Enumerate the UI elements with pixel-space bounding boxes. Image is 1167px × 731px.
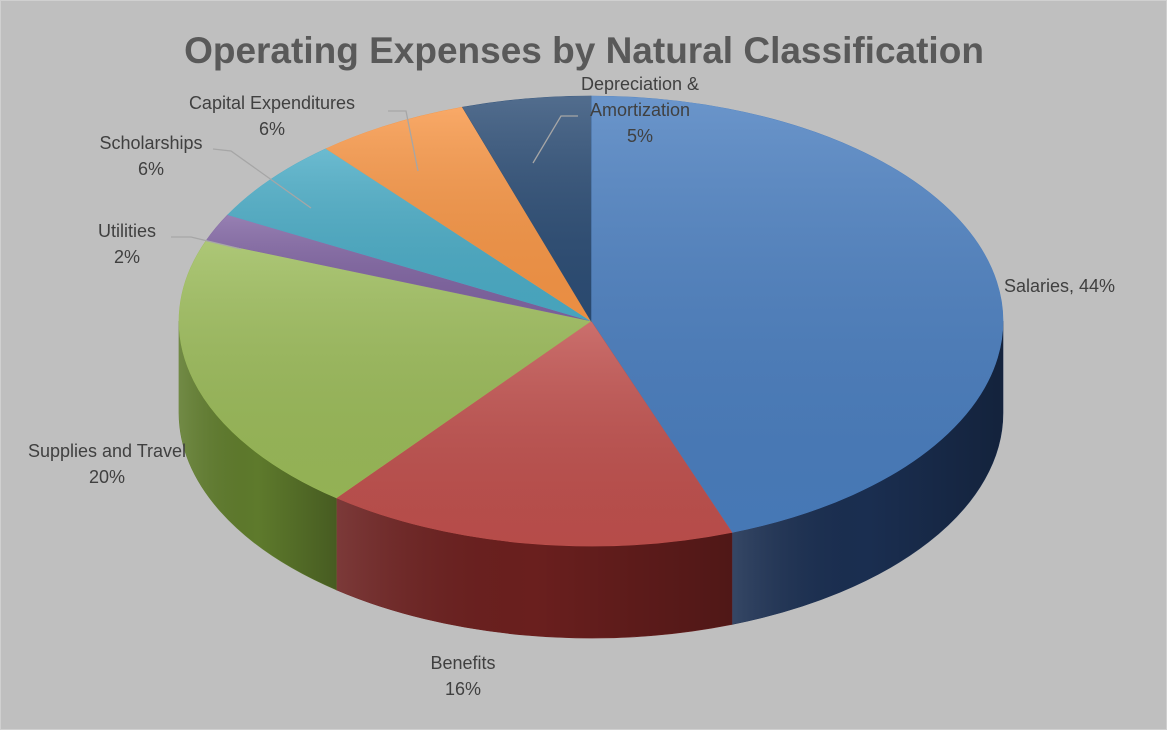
data-label-utilities: Utilities 2% [98, 221, 156, 267]
leader-line-scholarships [212, 148, 312, 209]
data-label-percent: 6% [138, 159, 164, 179]
data-label-category: Scholarships [99, 133, 202, 153]
leader-line-depreciation-amortization [532, 115, 578, 164]
data-label-capital-expenditures: Capital Expenditures 6% [189, 93, 355, 139]
data-label-category: Supplies and Travel [28, 441, 186, 461]
leader-line-utilities [171, 236, 242, 250]
data-label-category: Amortization [590, 100, 690, 120]
side-wall-shade [731, 321, 1003, 625]
data-label-category: Depreciation & [581, 74, 699, 94]
data-label-category: Utilities [98, 221, 156, 241]
slice-shade [591, 96, 1003, 533]
slice-shade [227, 148, 591, 321]
data-label-depreciation-amortization: Depreciation & Amortization 5% [581, 74, 699, 146]
slice-shade [179, 240, 591, 498]
data-labels: Salaries, 44% Benefits 16% Supplies and Tra… [28, 74, 1115, 699]
data-label-category: Capital Expenditures [189, 93, 355, 113]
side-wall-shade [336, 497, 732, 638]
slice-shade [206, 214, 591, 321]
chart-title: Operating Expenses by Natural Classifica… [184, 30, 984, 71]
slice-shade [462, 96, 591, 321]
slice-shade [326, 107, 591, 321]
slice-shade [336, 321, 732, 546]
leader-lines [171, 110, 578, 250]
data-label-benefits: Benefits 16% [430, 653, 495, 699]
data-label-scholarships: Scholarships 6% [99, 133, 202, 179]
data-label-salaries: Salaries, 44% [1004, 276, 1115, 296]
data-label-percent: 16% [445, 679, 481, 699]
pie-side-walls [178, 320, 1004, 639]
pie-slices [178, 95, 1004, 547]
data-label-category: Benefits [430, 653, 495, 673]
data-label-percent: 6% [259, 119, 285, 139]
data-label-supplies-and-travel: Supplies and Travel 20% [28, 441, 186, 487]
data-label-percent: 5% [627, 126, 653, 146]
side-wall-shade [179, 321, 337, 590]
leader-line-capital-expenditures [388, 110, 419, 172]
data-label-percent: 20% [89, 467, 125, 487]
data-label-percent: 2% [114, 247, 140, 267]
